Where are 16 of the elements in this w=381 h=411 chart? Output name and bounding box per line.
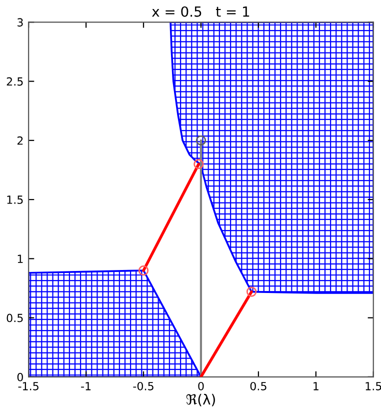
x-tick-label: 0.5 [250,382,266,390]
x-tick-label: 1 [314,382,318,390]
y-tick-label: 1.5 [7,196,23,204]
y-tick-label: 0 [17,372,23,382]
x-tick-label: 0 [198,382,204,390]
x-tick-label: 1.5 [366,382,381,390]
x-tick-label: -0.5 [133,382,154,390]
y-tick-label: 1 [18,254,23,263]
y-tick-label: 3 [17,18,23,27]
chart-title: x = 0.5 t = 1 [152,6,250,17]
y-tick-label: 2.5 [6,77,23,86]
x-tick-label: -1.5 [18,382,38,390]
x-tick-label: -1 [81,382,91,390]
y-tick-label: 0.5 [6,314,23,322]
x-axis-title: ℜ(λ) [186,394,215,406]
y-tick-label: 2 [17,136,23,145]
